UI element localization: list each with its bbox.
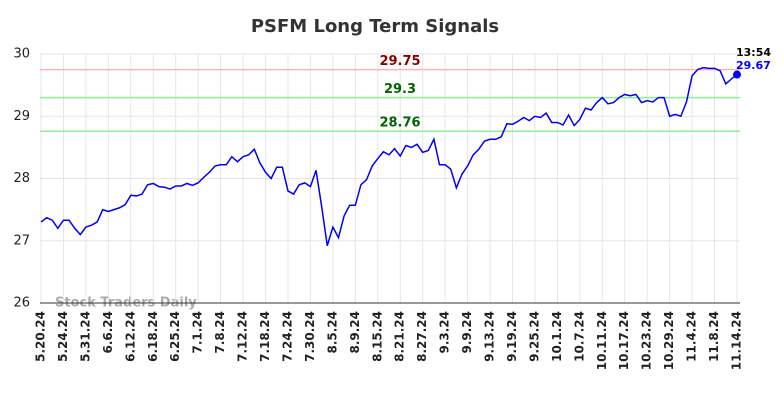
- x-tick-label: 6.12.24: [123, 311, 137, 362]
- time-label: 13:54: [736, 46, 771, 59]
- y-tick-label: 29: [13, 109, 30, 124]
- x-tick-label: 5.20.24: [34, 311, 48, 362]
- x-tick-label: 5.31.24: [78, 311, 92, 362]
- x-tick-label: 7.12.24: [236, 311, 250, 362]
- y-tick-label: 30: [13, 47, 30, 62]
- chart-title: PSFM Long Term Signals: [251, 16, 499, 37]
- x-tick-label: 9.9.24: [460, 311, 474, 354]
- x-tick-label: 7.30.24: [303, 311, 317, 362]
- x-tick-label: 7.8.24: [213, 311, 227, 354]
- x-tick-label: 11.8.24: [707, 311, 721, 362]
- x-tick-label: 9.13.24: [483, 311, 497, 362]
- x-tick-label: 10.23.24: [640, 311, 654, 370]
- x-tick-label: 10.7.24: [572, 311, 586, 362]
- x-tick-label: 9.19.24: [505, 311, 519, 362]
- x-tick-label: 9.25.24: [527, 311, 541, 362]
- x-tick-label: 10.17.24: [617, 311, 631, 370]
- x-tick-label: 6.6.24: [101, 311, 115, 354]
- signal-label: 28.76: [379, 116, 420, 131]
- last-value-label: 29.67: [736, 59, 771, 72]
- x-tick-label: 8.27.24: [415, 311, 429, 362]
- x-tick-label: 6.25.24: [168, 311, 182, 362]
- signal-label: 29.75: [379, 54, 420, 69]
- x-tick-label: 7.24.24: [280, 311, 294, 362]
- x-tick-label: 9.3.24: [438, 311, 452, 354]
- x-tick-label: 8.5.24: [325, 311, 339, 354]
- last-point: [733, 70, 741, 79]
- y-tick-label: 28: [13, 171, 30, 186]
- x-tick-label: 10.29.24: [662, 311, 676, 370]
- y-tick-label: 27: [13, 233, 30, 248]
- x-tick-label: 8.9.24: [348, 311, 362, 354]
- x-tick-label: 7.18.24: [258, 311, 272, 362]
- x-tick-label: 11.4.24: [685, 311, 699, 362]
- x-tick-label: 7.1.24: [191, 311, 205, 354]
- x-tick-label: 5.24.24: [56, 311, 70, 362]
- x-tick-label: 10.1.24: [550, 311, 564, 362]
- x-tick-label: 6.18.24: [146, 311, 160, 362]
- y-tick-label: 26: [13, 296, 30, 311]
- x-tick-label: 11.14.24: [730, 311, 744, 370]
- x-tick-label: 8.15.24: [370, 311, 384, 362]
- x-tick-label: 10.11.24: [595, 311, 609, 370]
- signal-label: 29.3: [384, 82, 416, 97]
- price-line: [40, 66, 738, 246]
- x-tick-label: 8.21.24: [393, 311, 407, 362]
